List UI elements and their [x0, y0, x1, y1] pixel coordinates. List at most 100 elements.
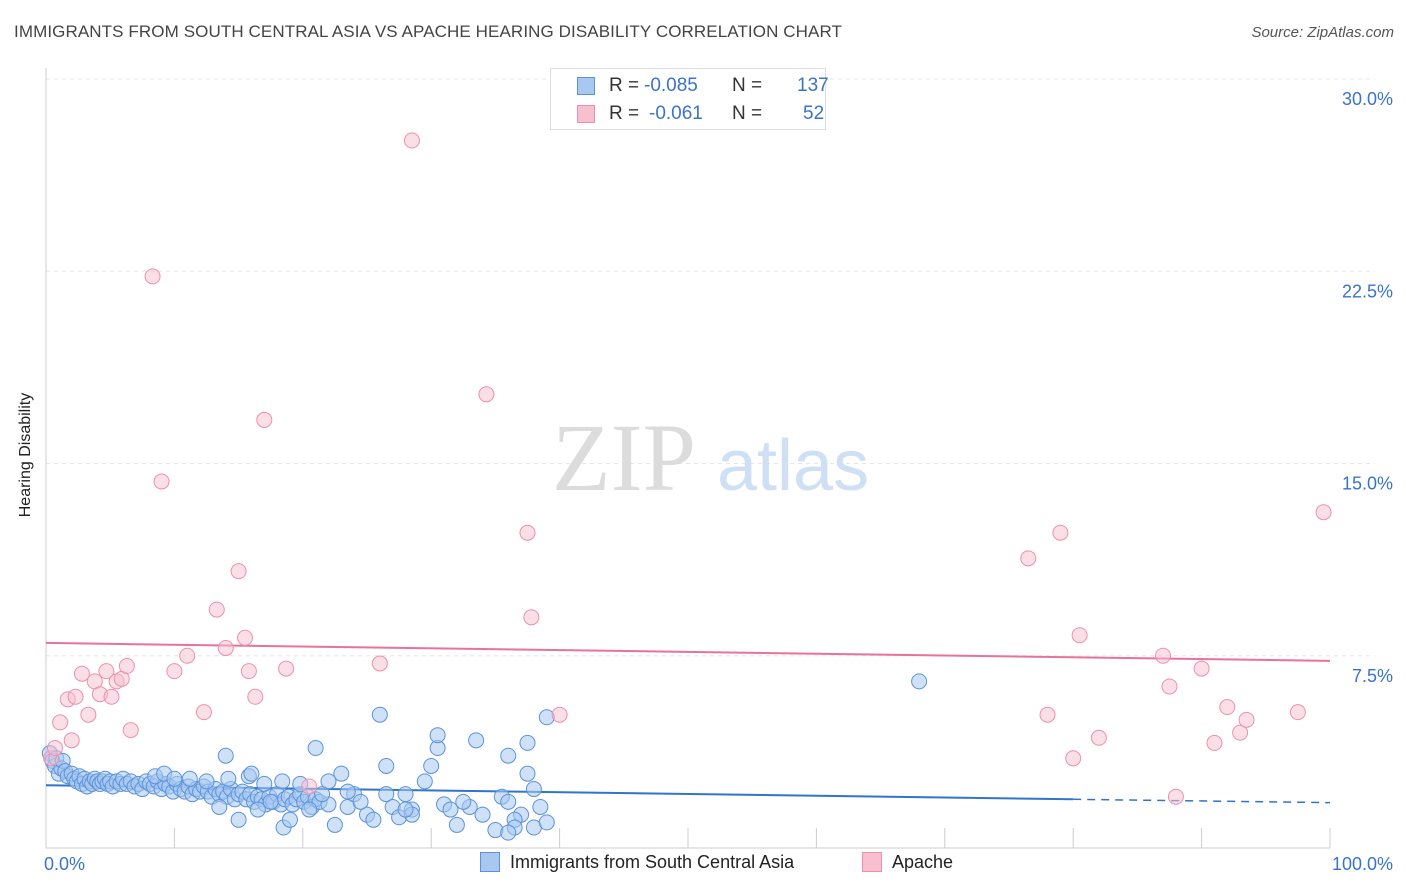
data-point-apache — [73, 665, 90, 682]
data-point-apache — [240, 663, 257, 680]
data-point-apache — [1155, 647, 1172, 664]
data-point-apache — [63, 732, 80, 749]
data-point-apache — [237, 629, 254, 646]
data-point-immigrants — [220, 770, 237, 787]
x-tick-label-max: 100.0% — [1332, 854, 1393, 874]
tick-labels: 7.5% 15.0% 22.5% 30.0% 0.0% 100.0% — [44, 89, 1393, 874]
series-apache-points — [43, 132, 1332, 805]
data-point-apache — [1289, 704, 1306, 721]
correlation-legend: R = -0.085 N = 137 R = -0.061 N = 52 — [550, 68, 829, 130]
data-point-apache — [144, 268, 161, 285]
data-point-immigrants — [211, 798, 228, 815]
data-point-apache — [1090, 729, 1107, 746]
legend-n-value: 52 — [803, 103, 825, 124]
legend-n-value: 137 — [797, 75, 829, 96]
data-point-apache — [301, 778, 318, 795]
legend-r-label: R = — [609, 103, 640, 124]
data-point-immigrants — [429, 727, 446, 744]
data-point-apache — [46, 740, 63, 757]
data-point-immigrants — [519, 765, 536, 782]
data-point-apache — [1193, 660, 1210, 677]
data-point-immigrants — [326, 816, 343, 833]
y-tick-label: 15.0% — [1342, 474, 1393, 494]
data-point-immigrants — [532, 798, 549, 815]
y-tick-label: 7.5% — [1352, 666, 1393, 686]
y-tick-label: 30.0% — [1342, 89, 1393, 109]
data-point-apache — [1219, 699, 1236, 716]
data-point-apache — [1071, 627, 1088, 644]
legend-r-value: -0.085 — [644, 75, 698, 96]
data-point-immigrants — [274, 773, 291, 790]
data-point-apache — [1232, 724, 1249, 741]
data-point-apache — [371, 655, 388, 672]
data-point-apache — [1020, 550, 1037, 567]
legend-n-label: N = — [732, 75, 763, 96]
data-point-immigrants — [198, 773, 215, 790]
data-point-apache — [230, 563, 247, 580]
data-point-immigrants — [307, 740, 324, 757]
data-point-apache — [247, 688, 264, 705]
data-point-apache — [166, 663, 183, 680]
data-point-immigrants — [500, 793, 517, 810]
trendline-apache — [45, 641, 1331, 662]
trend-layer — [45, 641, 1331, 804]
data-point-apache — [1065, 750, 1082, 767]
data-point-immigrants — [538, 814, 555, 831]
data-point-apache — [256, 411, 273, 428]
data-point-immigrants — [378, 757, 395, 774]
bottom-legend-swatch-pink — [862, 852, 882, 872]
data-point-apache — [103, 688, 120, 705]
data-point-immigrants — [487, 822, 504, 839]
data-point-apache — [1206, 734, 1223, 751]
data-point-immigrants — [352, 793, 369, 810]
y-axis-label: Hearing Disability — [17, 392, 34, 518]
data-point-immigrants — [262, 793, 279, 810]
watermark-zip: ZIP — [552, 404, 696, 511]
source-credit: Source: ZipAtlas.com — [1251, 24, 1394, 41]
bottom-legend-label-apache: Apache — [892, 852, 954, 872]
bottom-legend-immigrants: Immigrants from South Central Asia — [480, 852, 794, 873]
legend-swatch-pink — [577, 105, 595, 123]
data-point-immigrants — [230, 811, 247, 828]
watermark: ZIP atlas — [552, 404, 869, 511]
data-point-immigrants — [301, 801, 318, 818]
data-point-immigrants — [181, 770, 198, 787]
data-point-apache — [523, 609, 540, 626]
data-point-apache — [478, 386, 495, 403]
data-point-apache — [118, 658, 135, 675]
data-point-apache — [208, 601, 225, 618]
data-point-apache — [179, 647, 196, 664]
axes-layer — [45, 68, 1331, 849]
data-point-immigrants — [448, 816, 465, 833]
data-point-apache — [153, 473, 170, 490]
trendline-immigrants-extrapolated — [1073, 798, 1331, 804]
data-point-immigrants — [243, 765, 260, 782]
data-point-apache — [519, 524, 536, 541]
data-point-immigrants — [333, 765, 350, 782]
data-point-apache — [52, 714, 69, 731]
data-point-immigrants — [519, 734, 536, 751]
x-tick-label-min: 0.0% — [44, 854, 85, 874]
series-immigrants-points — [41, 673, 928, 841]
data-point-immigrants — [339, 783, 356, 800]
data-point-immigrants — [166, 770, 183, 787]
data-point-immigrants — [416, 773, 433, 790]
data-point-apache — [1315, 504, 1332, 521]
data-point-immigrants — [371, 706, 388, 723]
data-point-immigrants — [314, 786, 331, 803]
data-point-immigrants — [397, 801, 414, 818]
data-point-apache — [1039, 706, 1056, 723]
data-point-apache — [80, 706, 97, 723]
data-point-apache — [403, 132, 420, 149]
data-point-immigrants — [217, 747, 234, 764]
data-point-apache — [278, 660, 295, 677]
bottom-legend-swatch-blue — [480, 852, 500, 872]
chart-title: IMMIGRANTS FROM SOUTH CENTRAL ASIA VS AP… — [14, 22, 843, 41]
y-tick-label: 22.5% — [1342, 281, 1393, 301]
data-point-immigrants — [423, 757, 440, 774]
data-point-immigrants — [397, 786, 414, 803]
data-point-apache — [1161, 678, 1178, 695]
legend-swatch-blue — [577, 77, 595, 95]
data-point-immigrants — [474, 806, 491, 823]
data-point-apache — [551, 706, 568, 723]
